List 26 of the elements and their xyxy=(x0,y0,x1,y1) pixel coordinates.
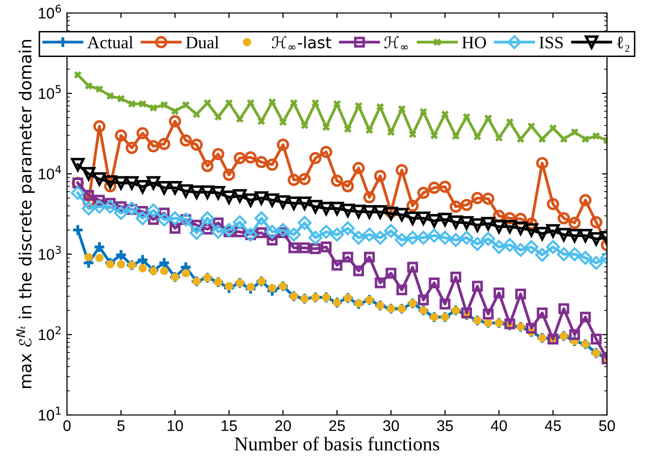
x-tick-label: 45 xyxy=(544,420,561,432)
legend-label: Dual xyxy=(186,36,219,48)
y-tick-label: 10$^{6}$ xyxy=(38,4,61,19)
legend-label: HO xyxy=(462,36,486,48)
y-tick-label: 10$^{4}$ xyxy=(38,166,62,180)
x-tick-label: 25 xyxy=(329,420,345,432)
x-tick-label: 10 xyxy=(168,420,183,432)
y-axis-title: max ℰ$^{Nₜ}$ in the discrete parameter domain xyxy=(16,40,35,388)
x-tick-label: 40 xyxy=(490,420,507,432)
legend-label: Actual xyxy=(87,36,134,48)
y-tick-label: 10$^{5}$ xyxy=(38,85,61,99)
x-tick-label: 20 xyxy=(275,420,291,432)
y-tick-label: 10$^{3}$ xyxy=(38,246,61,260)
x-tick-label: 50 xyxy=(599,420,615,432)
x-axis-title: Number of basis functions xyxy=(234,436,440,451)
x-tick-label: 0 xyxy=(63,420,71,432)
x-tick-label: 35 xyxy=(437,420,453,432)
y-tick-label: 10$^{2}$ xyxy=(38,326,61,340)
y-tick-label: 10$^{1}$ xyxy=(38,406,61,421)
legend-label: ISS xyxy=(539,36,563,48)
legend-label: ℓ₂ xyxy=(616,36,630,52)
x-tick-label: 5 xyxy=(117,420,125,432)
x-tick-label: 30 xyxy=(383,420,399,432)
x-tick-label: 15 xyxy=(222,420,237,432)
legend-label: ℋ$_{∞}$ xyxy=(384,36,408,50)
legend-label: ℋ$_{∞}$-last xyxy=(272,36,332,50)
